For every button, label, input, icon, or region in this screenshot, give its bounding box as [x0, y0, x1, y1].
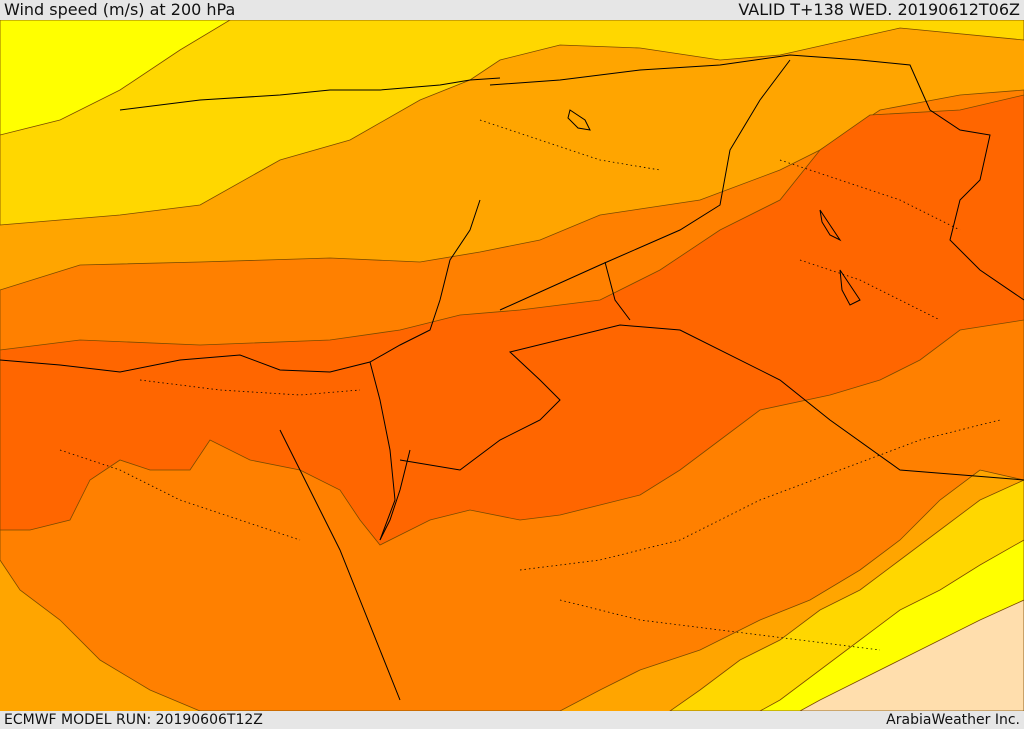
map-title: Wind speed (m/s) at 200 hPa: [4, 0, 236, 19]
lake-east: [839, 269, 861, 306]
model-run-label: ECMWF MODEL RUN: 20190606T12Z: [4, 712, 263, 728]
coastline-gulf-aqaba: [379, 449, 411, 541]
coastlines-borders: [0, 54, 1024, 701]
lakes: [567, 109, 861, 306]
lake-north-east: [819, 209, 842, 242]
coastline-sinai: [369, 361, 396, 541]
coastline-mediterranean-south: [0, 199, 481, 373]
contour-low-top: [0, 20, 1024, 226]
credit-label: ArabiaWeather Inc.: [886, 712, 1020, 728]
coastline-red-sea: [279, 429, 401, 701]
footer-bar: ECMWF MODEL RUN: 20190606T12Z ArabiaWeat…: [0, 711, 1024, 729]
border-syria-turkey: [489, 54, 1024, 301]
border-jordan: [604, 261, 631, 321]
valid-time-label: VALID T+138 WED. 20190612T06Z: [738, 0, 1020, 19]
contour-very-weak-southeast: [799, 599, 1024, 711]
contour-weak-top: [0, 20, 231, 136]
lake-turkey: [567, 109, 591, 131]
border-saudi-north: [399, 324, 1024, 481]
border-iraq-syria: [499, 59, 791, 311]
header-bar: Wind speed (m/s) at 200 hPa VALID T+138 …: [0, 0, 1024, 20]
contour-very-strong-core: [0, 94, 1024, 546]
wind-speed-map: [0, 20, 1024, 711]
internal-borders: [59, 119, 1001, 651]
coastline-turkey: [119, 77, 501, 111]
